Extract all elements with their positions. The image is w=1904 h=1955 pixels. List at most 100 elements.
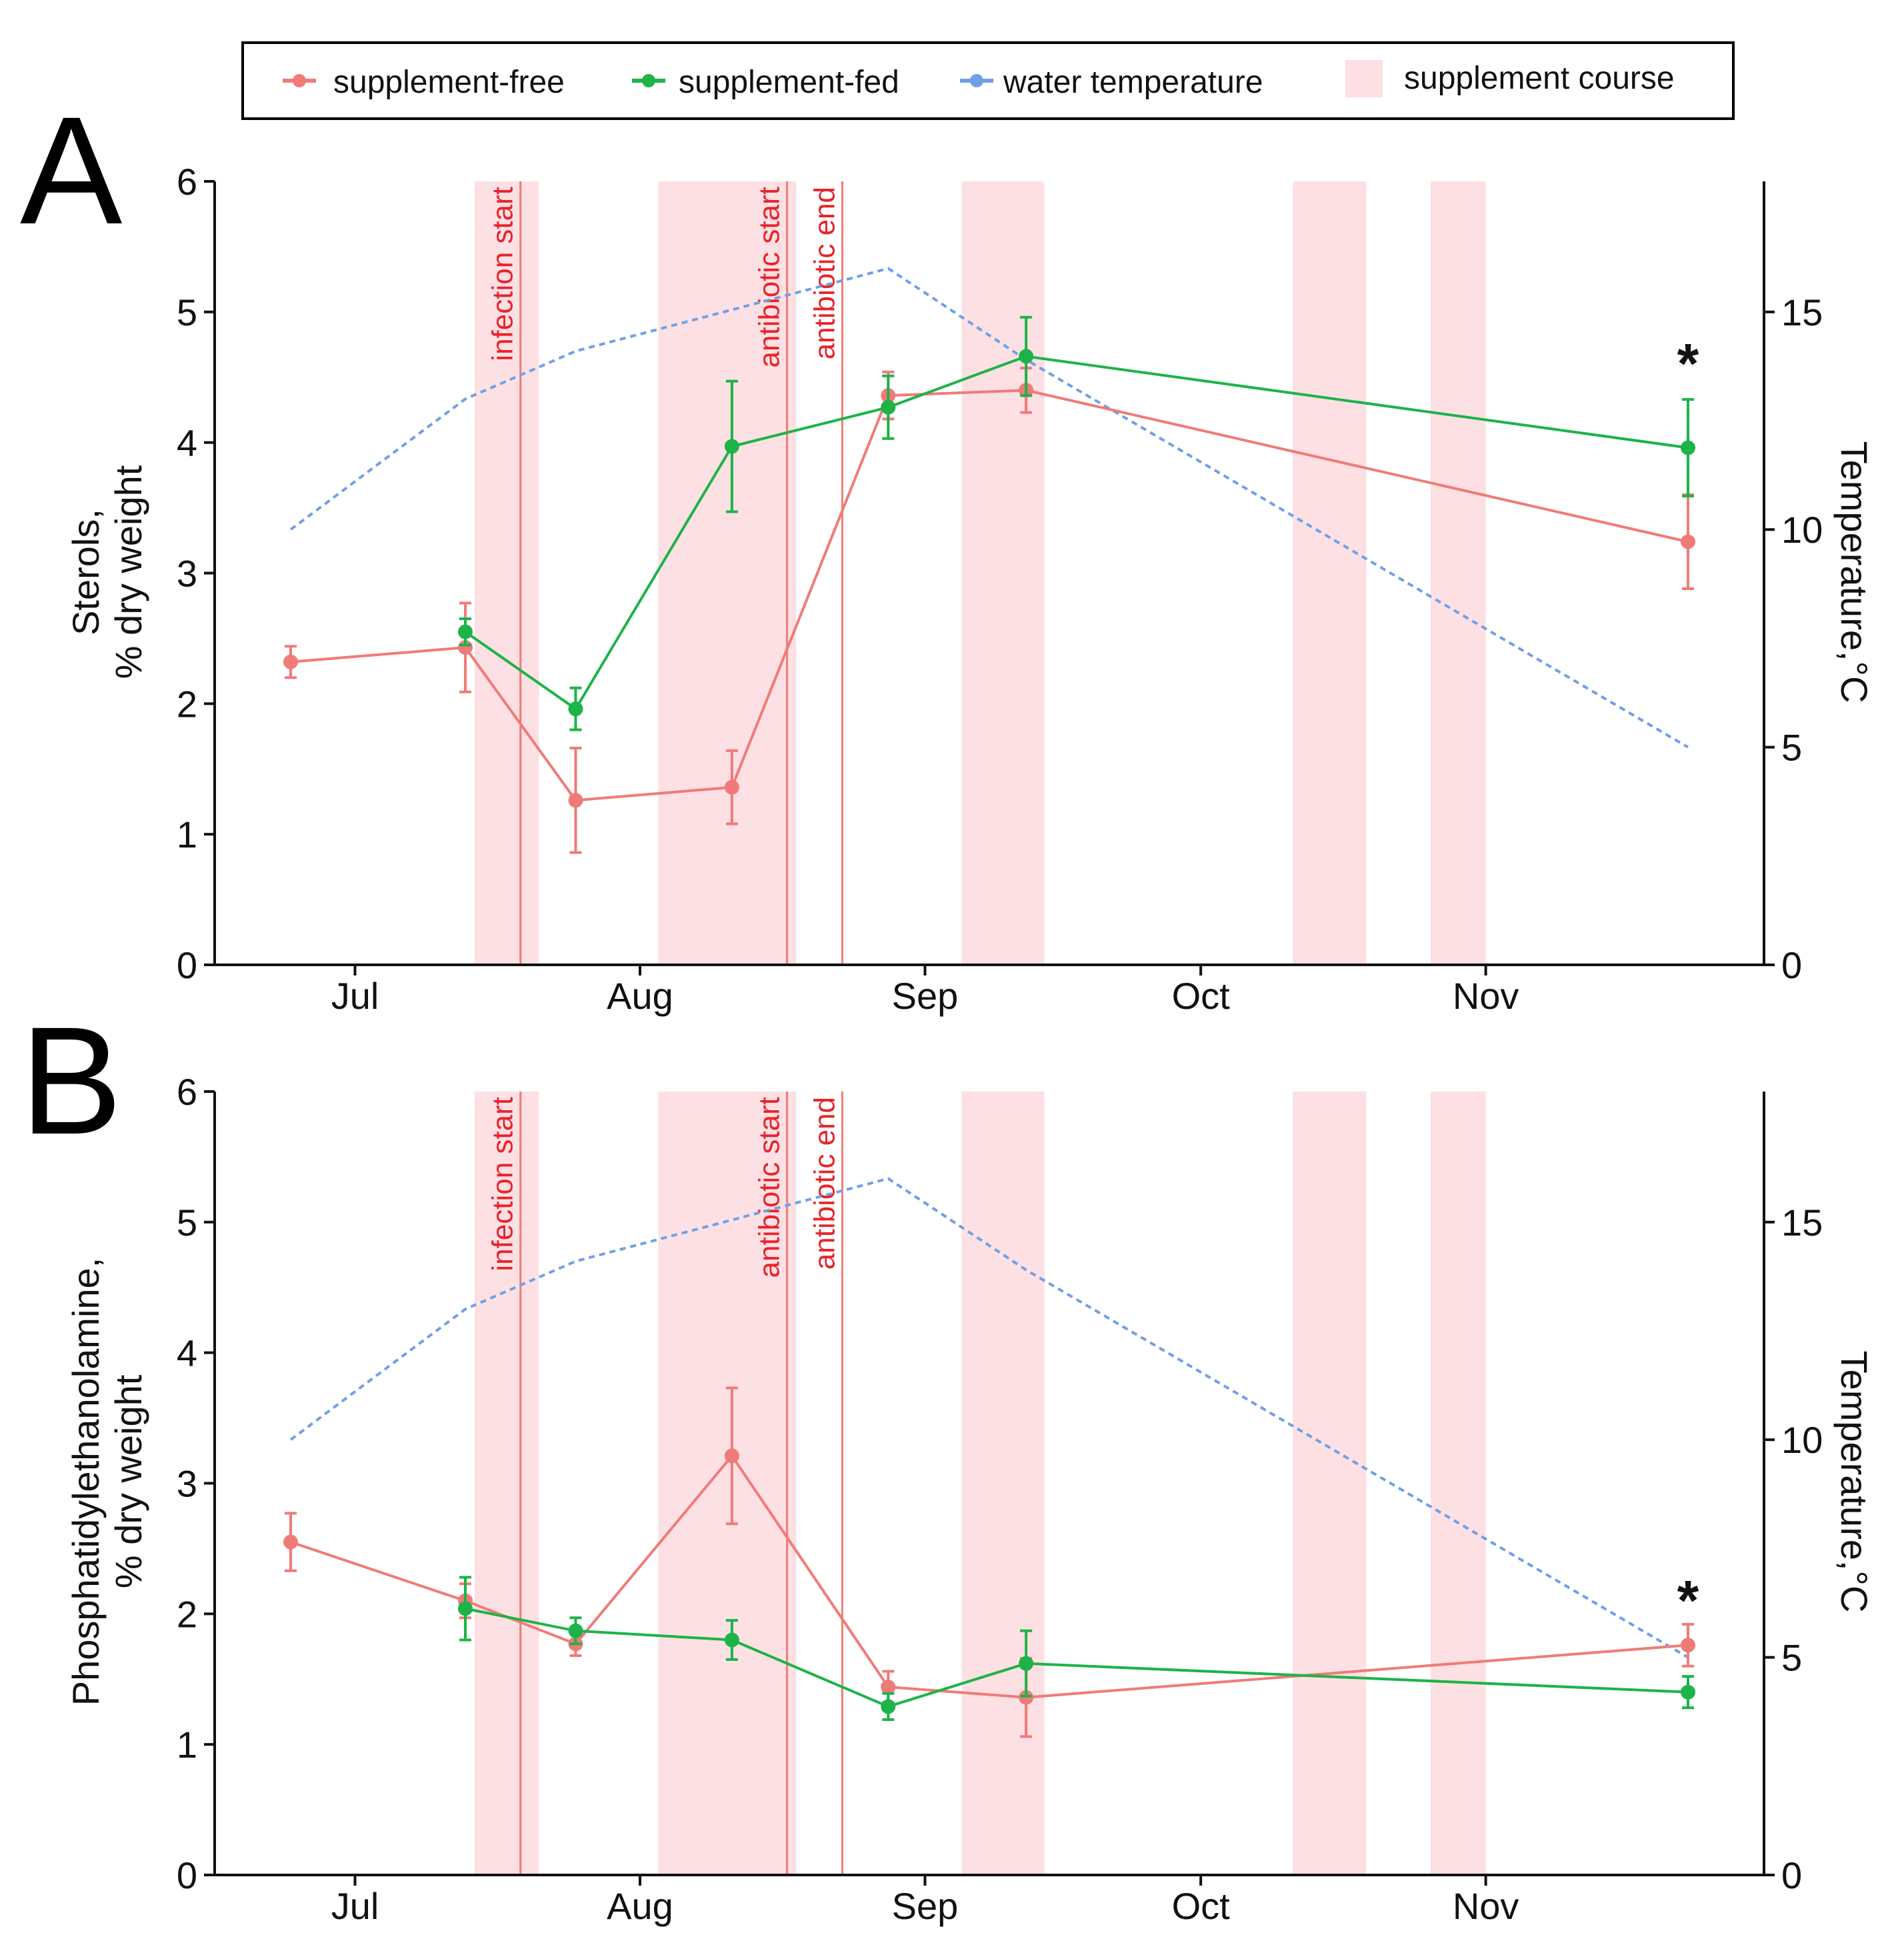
- panel-b-y-tick-label: 5: [177, 1202, 197, 1244]
- panel-b-water-temperature: [289, 1177, 1689, 1659]
- panel-a-y-tick-label: 1: [177, 813, 197, 855]
- panel-a-y2label: Temperature,°C: [1833, 441, 1875, 703]
- panel-a-event-label: infection start: [487, 187, 519, 361]
- panel-a-y-tick-label: 6: [177, 161, 197, 203]
- panel-b-y2label: Temperature,°C: [1833, 1351, 1875, 1613]
- panel-b-fed-point: [1681, 1684, 1695, 1700]
- panel-b-y2-tick-label: 10: [1781, 1419, 1823, 1461]
- panel-a-ylabel-line2: % dry weight: [107, 465, 149, 679]
- panel-a-fed-point: [1019, 349, 1034, 364]
- panel-b-y-axis-title: Phosphatidylethanolamine, % dry weight: [65, 1258, 149, 1706]
- panel-a-fed-point: [568, 701, 583, 717]
- legend-fed-swatch-dot: [642, 74, 655, 87]
- panel-b-y-tick-label: 1: [177, 1724, 197, 1766]
- legend-temp-swatch-dot: [970, 74, 983, 87]
- legend-item-supplement-fed: supplement-fed: [632, 65, 899, 100]
- panel-a-series-fed: [458, 315, 1695, 731]
- panel-b-fed-line: [465, 1607, 1689, 1708]
- panel-b-ylabel-line2: % dry weight: [107, 1374, 149, 1588]
- panel-a-temperature-line: [289, 267, 1689, 749]
- panel-b-y-tick-label: 0: [177, 1854, 197, 1896]
- panel-a-free-point: [1681, 534, 1695, 549]
- legend-item-water-temperature: water temperature: [960, 65, 1263, 100]
- panel-b-supplement-band: [474, 1092, 539, 1875]
- panel-b-series: [283, 1386, 1695, 1738]
- panel-a-fed-line: [464, 355, 1689, 711]
- panel-b-y-tick-label: 4: [177, 1332, 197, 1374]
- panel-a-x-tick-label: Aug: [607, 975, 673, 1017]
- panel-b-x-tick-label: Oct: [1172, 1885, 1231, 1927]
- panel-a-ylabel-line1: Sterols,: [65, 509, 107, 635]
- panel-a-significance-star: *: [1677, 332, 1699, 395]
- panel-a-y-tick-label: 5: [177, 291, 197, 333]
- panel-b-free-point: [881, 1680, 896, 1694]
- panel-a-supplement-band: [1430, 181, 1486, 965]
- panel-a-supplement-bands: [474, 181, 1486, 965]
- panel-b-x-tick-label: Jul: [331, 1885, 379, 1927]
- legend-band-swatch: [1345, 60, 1383, 97]
- panel-b-letter: B: [20, 995, 122, 1166]
- panel-b-x-tick-label: Aug: [607, 1885, 673, 1927]
- panel-b-event-label: antibiotic start: [753, 1097, 786, 1278]
- panel-a-letter: A: [20, 85, 122, 256]
- panel-a-y2-axis-title: Temperature,°C: [1833, 441, 1875, 703]
- panel-b-event-label: infection start: [487, 1097, 519, 1272]
- panel-a-event-label: antibiotic start: [753, 187, 786, 367]
- panel-b-free-point: [724, 1448, 739, 1464]
- panel-a-x-tick-label: Jul: [331, 975, 379, 1017]
- panel-a-y2-tick-label: 10: [1781, 509, 1823, 551]
- legend-item-supplement-free: supplement-free: [283, 65, 565, 100]
- panel-a-axes: 0 1 2 3 4 5 6 0 5 10 15 Jul Aug Sep Oct Nov: [177, 161, 1823, 1017]
- panel-b-free-point: [283, 1534, 298, 1550]
- panel-b-fed-point: [568, 1623, 583, 1638]
- panel-b-fed-point: [1019, 1656, 1034, 1671]
- legend-free-swatch-dot: [293, 74, 306, 87]
- panel-b-supplement-band: [961, 1092, 1045, 1875]
- panel-a: A infection start antibiotic start antibio…: [20, 85, 1875, 1017]
- panel-a-free-point: [724, 779, 739, 795]
- panel-a-supplement-band: [474, 181, 539, 965]
- panel-b-y2-tick-label: 15: [1781, 1202, 1823, 1244]
- panel-b-y2-axis-title: Temperature,°C: [1833, 1351, 1875, 1613]
- panel-b-free-point: [1681, 1638, 1695, 1653]
- legend-temp-label: water temperature: [1003, 65, 1263, 100]
- panel-b: B infection start antibiotic start antibio…: [20, 995, 1875, 1927]
- panel-a-x-tick-label: Sep: [892, 975, 959, 1017]
- panel-a-y2-tick-label: 0: [1781, 944, 1802, 986]
- panel-a-fed-point: [881, 399, 896, 415]
- panel-a-fed-point: [724, 439, 739, 454]
- panel-a-series: [283, 315, 1695, 854]
- panel-a-x-tick-label: Oct: [1172, 975, 1231, 1017]
- panel-b-event-label: antibiotic end: [808, 1097, 841, 1270]
- panel-b-fed-point: [458, 1601, 473, 1616]
- panel-b-y2-tick-label: 0: [1781, 1854, 1802, 1896]
- panel-a-y-tick-label: 2: [177, 683, 197, 725]
- panel-b-y2-tick-label: 5: [1781, 1637, 1802, 1679]
- panel-b-fed-point: [881, 1699, 896, 1714]
- legend-free-label: supplement-free: [333, 65, 565, 100]
- panel-b-axes: 0 1 2 3 4 5 6 0 5 10 15 Jul Aug Sep Oct Nov: [177, 1071, 1823, 1927]
- panel-a-free-point: [568, 793, 583, 808]
- panel-a-y-tick-label: 3: [177, 553, 197, 595]
- panel-b-ylabel-line1: Phosphatidylethanolamine,: [65, 1258, 107, 1706]
- panel-a-supplement-band: [961, 181, 1045, 965]
- legend-fed-label: supplement-fed: [679, 65, 899, 100]
- panel-b-supplement-band: [1430, 1092, 1486, 1875]
- legend: supplement-free supplement-fed water tem…: [241, 41, 1735, 120]
- panel-a-y2-tick-label: 15: [1781, 291, 1823, 333]
- panel-a-water-temperature: [289, 267, 1689, 749]
- legend-item-supplement-course: supplement course: [1345, 60, 1675, 97]
- panel-b-significance-star: *: [1677, 1569, 1699, 1632]
- legend-band-label: supplement course: [1404, 61, 1675, 96]
- panel-b-supplement-band: [1293, 1092, 1367, 1875]
- panel-b-y-tick-label: 3: [177, 1463, 197, 1505]
- panel-b-y-tick-label: 6: [177, 1071, 197, 1113]
- panel-a-y-tick-label: 0: [177, 944, 197, 986]
- panel-a-event-lines: infection start antibiotic start antibioti…: [487, 181, 843, 965]
- panel-a-x-tick-label: Nov: [1453, 975, 1519, 1017]
- panel-b-x-tick-label: Nov: [1453, 1885, 1519, 1927]
- panel-b-event-lines: infection start antibiotic start antibioti…: [487, 1092, 843, 1875]
- panel-b-y-tick-label: 2: [177, 1593, 197, 1635]
